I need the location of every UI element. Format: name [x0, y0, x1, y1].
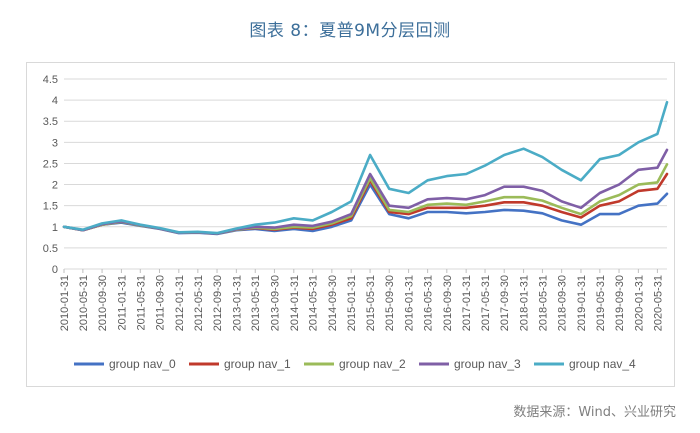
x-tick-label: 2015-05-31: [365, 275, 377, 331]
x-tick-label: 2016-05-31: [423, 275, 435, 331]
line-chart: 0 0.5 1 1.5 2 2.5 3 3.5 4 4.5 2010-01-31 2010-05-31…: [43, 74, 669, 371]
x-tick-label: 2017-01-31: [461, 275, 473, 331]
x-tick-label: 2012-09-30: [212, 275, 224, 331]
y-tick-label: 4.5: [43, 74, 58, 86]
y-tick-label: 4: [52, 95, 58, 107]
x-tick-label: 2012-01-31: [174, 275, 186, 331]
y-tick-label: 1.5: [43, 201, 58, 213]
y-tick-label: 0.5: [43, 243, 58, 255]
source-note: 数据来源：Wind、兴业研究: [513, 405, 676, 420]
x-tick-label: 2016-09-30: [442, 275, 454, 331]
chart-title: 图表 8：夏普9M分层回测: [249, 21, 451, 41]
x-tick-label: 2013-05-31: [250, 275, 262, 331]
y-tick-label: 3.5: [43, 116, 58, 128]
x-tick-label: 2017-05-31: [480, 275, 492, 331]
x-tick-label: 2019-01-31: [576, 275, 588, 331]
x-tick-label: 2020-01-31: [633, 275, 645, 331]
x-tick-label: 2019-09-30: [614, 275, 626, 331]
x-tick-label: 2013-01-31: [231, 275, 243, 331]
x-tick-label: 2014-01-31: [289, 275, 301, 331]
x-tick-label: 2020-05-31: [652, 275, 664, 331]
y-tick-label: 1: [52, 222, 58, 234]
x-tick-label: 2010-09-30: [97, 275, 109, 331]
x-tick-label: 2015-01-31: [346, 275, 358, 331]
y-tick-label: 2: [52, 180, 58, 192]
x-tick-label: 2014-05-31: [308, 275, 320, 331]
legend-label-1: group nav_1: [224, 357, 291, 371]
x-tick-label: 2012-05-31: [193, 275, 205, 331]
y-tick-label: 3: [52, 137, 58, 149]
x-tick-label: 2013-09-30: [269, 275, 281, 331]
x-tick-label: 2018-05-31: [537, 275, 549, 331]
x-tick-label: 2015-09-30: [384, 275, 396, 331]
x-tick-label: 2018-01-31: [519, 275, 531, 331]
x-tick-label: 2014-09-30: [327, 275, 339, 331]
x-tick-label: 2019-05-31: [595, 275, 607, 331]
y-tick-label: 0: [52, 264, 58, 276]
legend-label-4: group nav_4: [569, 357, 636, 371]
legend-label-2: group nav_2: [339, 357, 406, 371]
legend-label-3: group nav_3: [454, 357, 521, 371]
x-tick-label: 2011-01-31: [116, 275, 128, 330]
legend-label-0: group nav_0: [109, 357, 176, 371]
x-tick-label: 2011-09-30: [154, 275, 166, 330]
chart-frame: 0 0.5 1 1.5 2 2.5 3 3.5 4 4.5 2010-01-31 2010-05-31…: [26, 62, 675, 387]
x-tick-label: 2010-05-31: [78, 275, 90, 331]
x-tick-label: 2016-01-31: [404, 275, 416, 331]
x-tick-label: 2011-05-31: [135, 275, 147, 330]
series-line-4: [62, 100, 669, 235]
x-tick-label: 2017-09-30: [499, 275, 511, 331]
y-tick-label: 2.5: [43, 158, 58, 170]
x-tick-label: 2010-01-31: [59, 275, 71, 331]
x-tick-label: 2018-09-30: [557, 275, 569, 331]
